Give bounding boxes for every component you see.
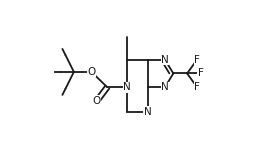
Text: F: F xyxy=(194,55,200,65)
Text: O: O xyxy=(87,67,96,77)
Text: O: O xyxy=(93,96,101,106)
Text: N: N xyxy=(144,107,152,117)
Text: F: F xyxy=(198,68,204,78)
Text: N: N xyxy=(161,55,169,65)
Text: N: N xyxy=(123,82,131,92)
Text: F: F xyxy=(194,82,200,92)
Text: N: N xyxy=(161,82,169,92)
